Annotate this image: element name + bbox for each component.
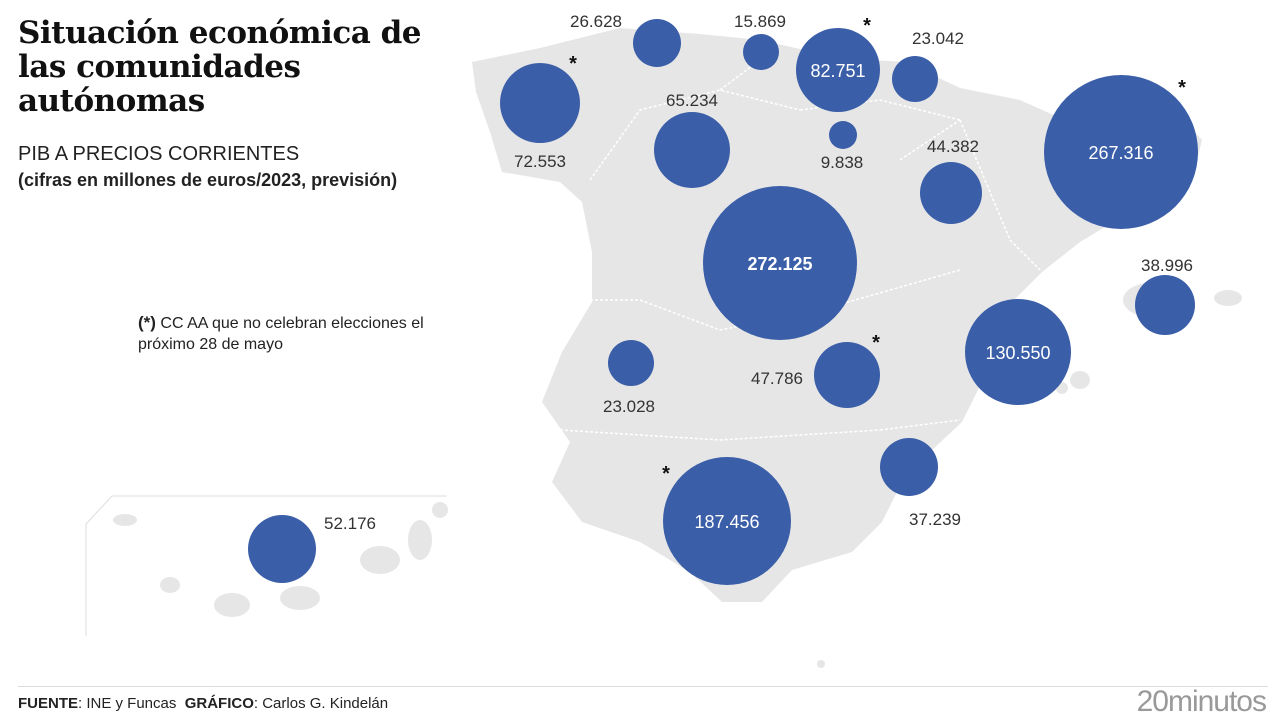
source-label: FUENTE <box>18 695 78 712</box>
bubble-value-label: 267.316 <box>1088 143 1153 163</box>
asterisk-mark: (*) <box>138 313 156 332</box>
footer-credits: FUENTE: INE y Funcas GRÁFICO: Carlos G. … <box>18 695 388 712</box>
bubble-value-label: 9.838 <box>821 153 864 172</box>
bubble-mark <box>500 63 580 143</box>
asterisk-marker: * <box>872 332 880 354</box>
region-bubble: 9.838 <box>821 121 864 172</box>
bubble-mark <box>1135 275 1195 335</box>
bubble-value-label: 52.176 <box>324 514 376 533</box>
bubble-value-label: 23.042 <box>912 29 964 48</box>
bubble-mark <box>633 19 681 67</box>
bubble-value-label: 44.382 <box>927 137 979 156</box>
bubble-value-label: 38.996 <box>1141 256 1193 275</box>
region-border <box>899 119 961 161</box>
subtitle-units: (cifras en millones de euros/2023, previ… <box>18 170 398 190</box>
canary-island <box>214 593 250 617</box>
region-bubble: 44.382 <box>920 137 982 224</box>
balearic-island <box>1070 371 1090 389</box>
region-bubble: 38.996 <box>1135 256 1195 335</box>
bubble-value-label: 37.239 <box>909 510 961 529</box>
asterisk-marker: * <box>863 15 871 37</box>
region-bubble: 37.239 <box>880 438 961 529</box>
region-bubble: 26.628 <box>570 12 681 67</box>
bubble-value-label: 26.628 <box>570 12 622 31</box>
peninsula-shape <box>472 28 1202 602</box>
bubble-value-label: 187.456 <box>694 512 759 532</box>
region-border <box>589 89 801 181</box>
melilla <box>817 660 825 668</box>
source: : INE y Funcas <box>78 695 177 712</box>
bubble-mark <box>920 162 982 224</box>
asterisk-note: (*) CC AA que no celebran elecciones el … <box>138 312 458 355</box>
asterisk-marker: * <box>1178 77 1186 99</box>
region-bubble: 65.234 <box>654 91 730 188</box>
bubble-value-label: 130.550 <box>985 343 1050 363</box>
canary-island <box>280 586 320 610</box>
footer-divider <box>18 686 1268 687</box>
credit: : Carlos G. Kindelán <box>253 695 389 712</box>
bubble-mark <box>965 299 1071 405</box>
region-bubble: 72.553 * <box>500 53 580 171</box>
bubble-mark <box>1044 75 1198 229</box>
region-bubble: 130.550 <box>965 299 1071 405</box>
bubble-mark <box>663 457 791 585</box>
bubble-mark <box>608 340 654 386</box>
canary-inset-frame <box>85 495 447 636</box>
bubble-value-label: 272.125 <box>747 254 812 274</box>
canary-island <box>432 502 448 518</box>
region-bubble: 272.125 <box>703 186 857 340</box>
bubble-mark <box>892 56 938 102</box>
asterisk-marker: * <box>569 53 577 75</box>
canary-island <box>408 520 432 560</box>
canary-island <box>113 514 137 526</box>
bubble-mark <box>703 186 857 340</box>
page-title: Situación económica de las comunidades a… <box>18 15 422 119</box>
region-bubble: 267.316 * <box>1044 75 1198 229</box>
region-bubble: 15.869 <box>734 12 786 70</box>
region-bubble: 23.028 <box>603 340 655 416</box>
canary-island <box>360 546 400 574</box>
region-bubble: 47.786 * <box>751 332 880 408</box>
bubble-mark <box>880 438 938 496</box>
bubble-mark <box>248 515 316 583</box>
region-border <box>559 429 881 441</box>
bubble-value-label: 72.553 <box>514 152 566 171</box>
region-border <box>959 119 1041 271</box>
logo: 20minutos <box>1136 685 1267 718</box>
bubble-mark <box>829 121 857 149</box>
balearic-island <box>1214 290 1242 306</box>
bubble-mark <box>814 342 880 408</box>
asterisk-marker: * <box>662 463 670 485</box>
region-border <box>879 419 961 431</box>
bubble-value-label: 65.234 <box>666 91 718 110</box>
note-text: CC AA que no celebran elecciones el próx… <box>138 315 424 353</box>
bubble-mark <box>796 28 880 112</box>
bubble-value-label: 23.028 <box>603 397 655 416</box>
canary-island <box>160 577 180 593</box>
bubble-value-label: 82.751 <box>810 61 865 81</box>
subtitle: PIB A PRECIOS CORRIENTES <box>18 143 300 165</box>
region-bubble: 23.042 <box>892 29 964 102</box>
bubble-mark <box>654 112 730 188</box>
region-bubble: 82.751 * <box>796 15 880 112</box>
region-bubble: 187.456 * <box>662 457 791 585</box>
region-bubble: 52.176 <box>248 514 376 583</box>
bubble-value-label: 47.786 <box>751 369 803 388</box>
credit-label: GRÁFICO <box>184 695 254 712</box>
bubble-mark <box>743 34 779 70</box>
bubble-value-label: 15.869 <box>734 12 786 31</box>
